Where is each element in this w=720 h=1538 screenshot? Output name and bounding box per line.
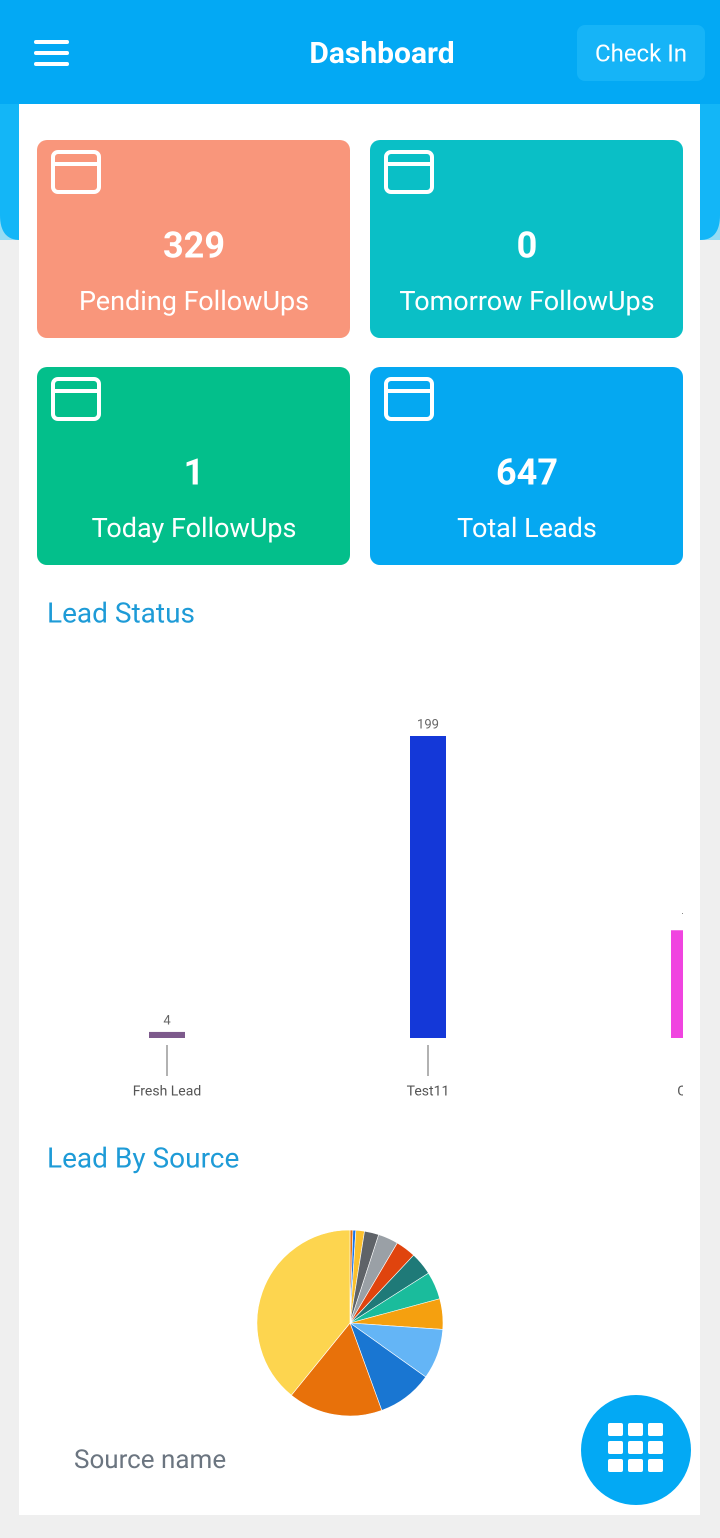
icon-shape [51, 377, 101, 421]
card-label: Tomorrow FollowUps [399, 285, 654, 317]
card-value: 1 [184, 452, 205, 494]
chart-title: Lead By Source [47, 1141, 239, 1174]
icon-shape [384, 377, 434, 421]
card-icon [51, 377, 101, 421]
stat-card [370, 367, 683, 565]
check-in-button[interactable]: Check In [577, 25, 705, 81]
card-value: 329 [163, 225, 225, 267]
bar [671, 930, 683, 1038]
card-label: Today FollowUps [92, 512, 297, 544]
card-label: Total Leads [457, 512, 597, 544]
bar [410, 736, 446, 1038]
icon-shape [51, 150, 101, 194]
card-value: 647 [496, 452, 558, 494]
bar [149, 1031, 185, 1038]
bar-value-label: 71 [682, 912, 697, 927]
bar-value-label: 4 [163, 1013, 171, 1028]
card-icon [51, 150, 101, 194]
card-icon [384, 377, 434, 421]
menu-fab[interactable] [581, 1395, 691, 1505]
x-tick-label: Fresh Lead [133, 1084, 201, 1100]
bar-value-label: 199 [417, 717, 439, 732]
bar-plot: 4 Fresh Lead 199 Test11 71 Call [133, 717, 701, 1100]
stat-card [37, 140, 350, 338]
x-tick-label: Call [677, 1084, 701, 1100]
icon-shape [384, 150, 434, 194]
app-title: Dashboard [309, 36, 454, 71]
pie-slice [256, 1229, 351, 1396]
pie-slice [290, 1322, 383, 1417]
card-value: 0 [517, 225, 538, 267]
charts: Lead Status 4 Fresh Lead 199 Test11 71 Call Lea… [47, 596, 701, 1475]
card-icon [384, 150, 434, 194]
cards: 329 Pending FollowUps 0 Tomorrow FollowUps 1… [37, 140, 683, 565]
chart-title: Lead Status [47, 596, 195, 629]
x-tick-label: Test11 [407, 1084, 450, 1100]
check-in-label: Check In [595, 39, 687, 67]
card-label: Pending FollowUps [79, 285, 309, 317]
legend-title: Source name [74, 1445, 226, 1475]
menu-button[interactable] [34, 40, 69, 66]
stat-card [37, 367, 350, 565]
stat-card [370, 140, 683, 338]
